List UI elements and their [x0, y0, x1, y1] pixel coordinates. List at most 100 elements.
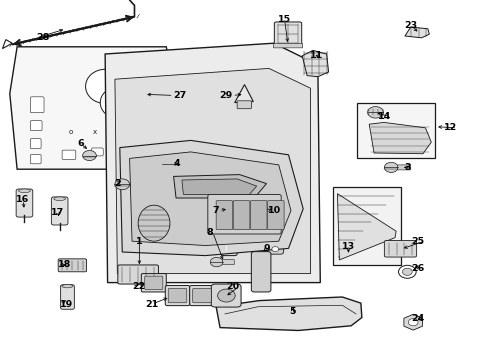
FancyBboxPatch shape [250, 201, 266, 230]
FancyBboxPatch shape [113, 144, 127, 152]
FancyBboxPatch shape [222, 260, 234, 265]
FancyBboxPatch shape [267, 201, 284, 230]
Circle shape [384, 162, 397, 172]
Circle shape [210, 257, 223, 267]
Ellipse shape [19, 189, 30, 193]
FancyBboxPatch shape [273, 44, 302, 48]
Text: o: o [69, 129, 73, 135]
Text: 19: 19 [60, 300, 73, 309]
FancyBboxPatch shape [118, 265, 158, 284]
Polygon shape [234, 85, 253, 103]
Circle shape [162, 158, 178, 170]
Text: 29: 29 [219, 91, 232, 100]
Polygon shape [120, 140, 303, 256]
Circle shape [217, 289, 235, 302]
FancyBboxPatch shape [237, 101, 251, 109]
FancyBboxPatch shape [177, 161, 192, 166]
Ellipse shape [54, 197, 65, 201]
FancyBboxPatch shape [261, 202, 296, 257]
FancyBboxPatch shape [211, 284, 241, 307]
Text: 11: 11 [309, 51, 323, 60]
Circle shape [402, 268, 411, 275]
Text: 2: 2 [114, 179, 121, 188]
Circle shape [271, 247, 278, 252]
Text: 15: 15 [278, 15, 290, 24]
Text: 23: 23 [404, 21, 416, 30]
Ellipse shape [138, 205, 170, 241]
FancyBboxPatch shape [130, 64, 158, 75]
Polygon shape [10, 47, 176, 169]
Circle shape [271, 211, 278, 216]
Text: 25: 25 [410, 237, 424, 246]
Text: 1: 1 [136, 237, 142, 246]
Polygon shape [337, 194, 395, 260]
FancyBboxPatch shape [58, 259, 86, 272]
Text: 22: 22 [132, 282, 145, 291]
FancyBboxPatch shape [144, 276, 163, 289]
Text: 10: 10 [267, 206, 281, 215]
Text: 24: 24 [410, 314, 424, 323]
Polygon shape [368, 122, 430, 154]
FancyBboxPatch shape [189, 285, 214, 306]
Text: 12: 12 [443, 123, 456, 132]
Text: 16: 16 [16, 195, 30, 204]
FancyBboxPatch shape [91, 148, 103, 156]
FancyBboxPatch shape [356, 103, 434, 158]
Text: 6: 6 [77, 139, 84, 148]
Polygon shape [173, 175, 266, 198]
FancyBboxPatch shape [30, 139, 41, 149]
FancyBboxPatch shape [192, 288, 211, 303]
FancyBboxPatch shape [62, 150, 76, 159]
Text: 13: 13 [342, 242, 354, 251]
Text: 18: 18 [58, 260, 71, 269]
FancyBboxPatch shape [30, 97, 44, 113]
FancyBboxPatch shape [30, 121, 42, 131]
Polygon shape [182, 179, 256, 194]
Text: 20: 20 [226, 282, 239, 291]
Text: 14: 14 [377, 112, 390, 121]
FancyBboxPatch shape [274, 22, 301, 46]
Polygon shape [302, 50, 328, 77]
FancyBboxPatch shape [221, 203, 237, 256]
Text: 3: 3 [404, 163, 410, 172]
Ellipse shape [100, 87, 134, 118]
Polygon shape [404, 27, 428, 38]
FancyBboxPatch shape [16, 189, 33, 217]
Text: 7: 7 [212, 206, 219, 215]
Polygon shape [115, 68, 310, 274]
FancyBboxPatch shape [30, 154, 41, 164]
Text: 21: 21 [144, 300, 158, 309]
Ellipse shape [62, 284, 73, 288]
Text: 28: 28 [37, 33, 50, 42]
Ellipse shape [85, 69, 124, 104]
Text: 4: 4 [173, 159, 180, 168]
FancyBboxPatch shape [233, 201, 249, 230]
Polygon shape [105, 43, 320, 283]
Polygon shape [2, 40, 12, 49]
FancyBboxPatch shape [51, 197, 68, 225]
Circle shape [398, 265, 415, 278]
FancyBboxPatch shape [384, 240, 416, 257]
Circle shape [407, 319, 417, 326]
Text: 27: 27 [173, 91, 186, 100]
FancyBboxPatch shape [216, 201, 232, 230]
Text: 5: 5 [288, 307, 295, 316]
Text: 9: 9 [263, 244, 269, 253]
FancyBboxPatch shape [141, 274, 166, 292]
FancyBboxPatch shape [397, 165, 410, 170]
Polygon shape [216, 297, 361, 330]
FancyBboxPatch shape [165, 285, 189, 306]
Polygon shape [129, 152, 290, 246]
FancyBboxPatch shape [251, 252, 270, 292]
FancyBboxPatch shape [207, 194, 281, 234]
FancyBboxPatch shape [332, 187, 400, 265]
Text: 26: 26 [410, 264, 424, 273]
Text: 8: 8 [205, 228, 212, 237]
Circle shape [82, 150, 96, 161]
Circle shape [367, 107, 383, 118]
FancyBboxPatch shape [61, 285, 74, 309]
Circle shape [115, 179, 129, 190]
FancyBboxPatch shape [168, 288, 186, 303]
Text: x: x [93, 129, 97, 135]
Text: 17: 17 [51, 208, 64, 217]
